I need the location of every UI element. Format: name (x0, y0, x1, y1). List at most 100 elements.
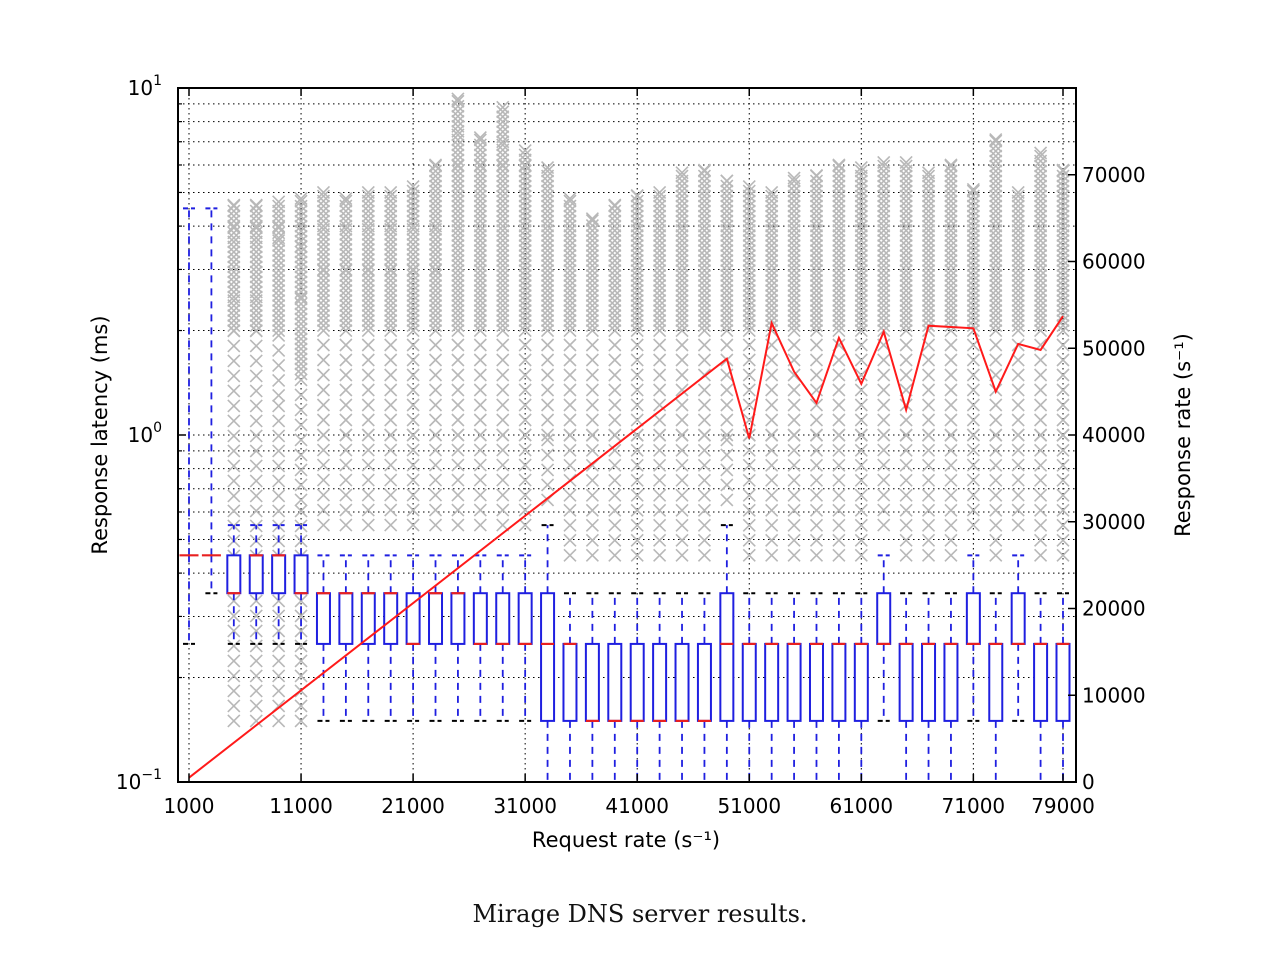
flier-marker (496, 194, 510, 208)
flier-marker (227, 280, 241, 294)
flier-marker (272, 248, 286, 263)
flier-marker (877, 268, 891, 283)
flier-marker (473, 503, 487, 517)
flier-marker (451, 313, 465, 328)
flier-marker (809, 283, 824, 298)
flier-marker (384, 368, 398, 382)
flier-marker (272, 328, 286, 343)
y-right-tick-label: 70000 (1082, 163, 1146, 187)
flier-marker (496, 413, 510, 427)
flier-marker (518, 283, 532, 298)
flier-marker (339, 273, 353, 288)
flier-marker (540, 169, 555, 183)
flier-marker (809, 338, 824, 352)
flier-marker (787, 503, 801, 517)
flier-marker (1056, 263, 1070, 278)
flier-marker (1056, 323, 1070, 338)
flier-marker (496, 473, 510, 487)
flier-marker (339, 313, 353, 328)
box-body (876, 592, 892, 645)
flier-marker (944, 303, 958, 318)
flier-marker (921, 398, 936, 412)
flier-marker (249, 275, 263, 289)
flier-marker (921, 383, 936, 397)
flier-marker (765, 288, 779, 303)
flier-marker (1011, 323, 1025, 338)
flier-marker (496, 228, 510, 243)
flier-marker (1034, 228, 1048, 243)
flier-marker (742, 318, 756, 333)
flier-marker (294, 504, 308, 518)
flier-marker (1011, 253, 1025, 268)
y-right-tick-label: 60000 (1082, 250, 1146, 274)
flier-marker (540, 194, 555, 208)
flier-marker (944, 238, 958, 253)
flier-marker (406, 252, 420, 267)
flier-marker (1034, 268, 1048, 283)
flier-marker (854, 199, 868, 213)
flier-marker (1056, 268, 1070, 283)
flier-marker (966, 228, 980, 243)
flier-marker (249, 308, 263, 323)
flier-marker (899, 273, 913, 288)
flier-marker (653, 283, 667, 298)
flier-marker (630, 219, 644, 233)
flier-marker (854, 164, 868, 178)
flier-marker (428, 518, 443, 532)
flier-marker (1056, 164, 1070, 178)
flier-marker (675, 473, 689, 487)
flier-marker (1056, 353, 1070, 367)
flier-marker (406, 263, 420, 278)
flier-marker (249, 324, 263, 338)
flier-marker (451, 199, 465, 213)
flier-marker (653, 443, 667, 457)
flier-marker (675, 278, 689, 293)
flier-marker (944, 413, 958, 427)
flier-marker (966, 238, 980, 253)
flier-marker (428, 252, 443, 267)
y-left-tick-label: 10−1 (116, 767, 162, 794)
flier-marker (765, 303, 779, 318)
flier-marker (1011, 293, 1025, 308)
flier-marker (316, 458, 331, 472)
flier-marker (921, 533, 936, 547)
flier-marker (361, 242, 375, 257)
flier-marker (809, 398, 824, 412)
flier-marker (294, 714, 308, 728)
flier-marker (765, 353, 779, 367)
flier-marker (428, 257, 443, 272)
flier-marker (787, 228, 801, 243)
flier-marker (294, 194, 308, 208)
flier-marker (294, 609, 308, 623)
flier-marker (787, 548, 801, 562)
flier-marker (406, 323, 420, 338)
flier-marker (272, 474, 286, 488)
flier-marker (361, 503, 375, 517)
flier-marker (294, 433, 308, 447)
flier-marker (428, 263, 443, 278)
flier-marker (496, 253, 510, 268)
flier-marker (1034, 283, 1048, 298)
flier-marker (697, 258, 712, 273)
flier-marker (675, 238, 689, 253)
flier-marker (944, 248, 958, 263)
box-body (674, 642, 690, 722)
flier-marker (899, 293, 913, 308)
flier-marker (697, 323, 712, 338)
flier-marker (384, 313, 398, 328)
flier-marker (877, 253, 891, 268)
flier-marker (585, 383, 599, 397)
flier-marker (630, 248, 644, 263)
flier-marker (339, 252, 353, 267)
flier-marker (608, 443, 622, 457)
flier-marker (608, 223, 622, 238)
flier-marker (854, 473, 868, 487)
flier-marker (428, 268, 443, 283)
flier-marker (989, 169, 1003, 183)
box-group (179, 207, 199, 645)
flier-marker (1011, 209, 1025, 223)
flier-marker (877, 273, 891, 288)
flier-marker (1034, 533, 1048, 547)
flier-marker (496, 209, 510, 223)
flier-marker (832, 219, 846, 233)
